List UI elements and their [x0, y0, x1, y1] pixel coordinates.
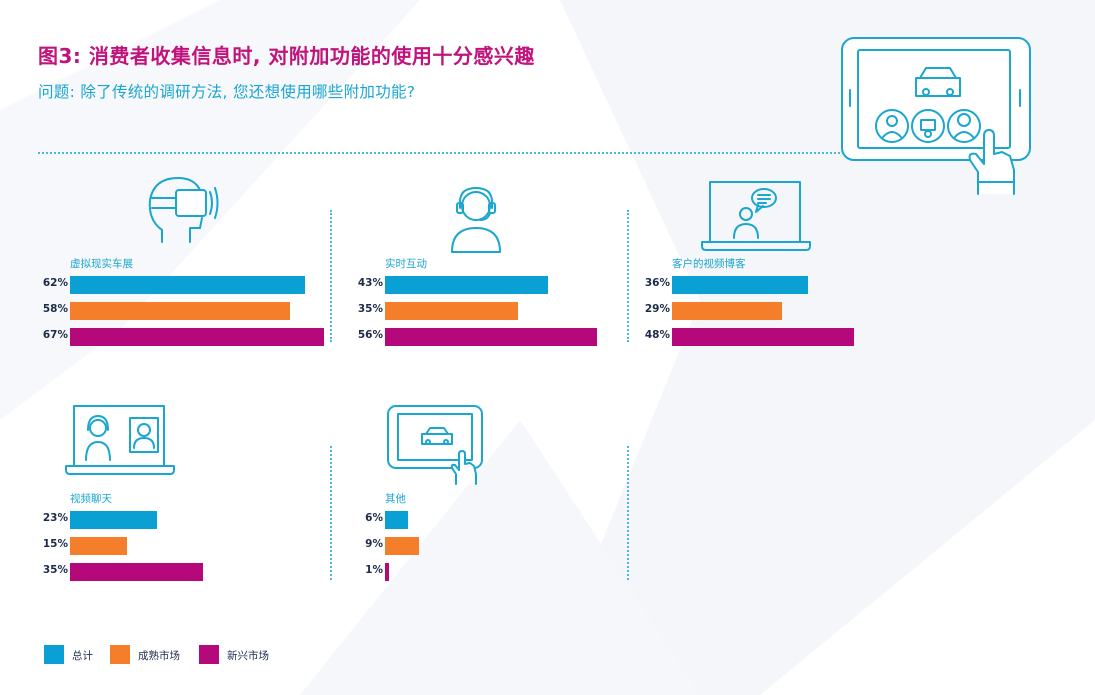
- legend-swatch-mature: [110, 645, 130, 664]
- panel-label: 客户的视频博客: [672, 258, 746, 270]
- bar-mature: [70, 302, 290, 320]
- panel-divider: [627, 210, 629, 342]
- value-label-emerging: 35%: [42, 564, 68, 576]
- bar-total: [385, 511, 408, 529]
- bar-mature: [385, 302, 518, 320]
- tablet-hand-illustration-icon: [841, 37, 1031, 195]
- value-label-total: 43%: [357, 277, 383, 289]
- chart-title: 图3: 消费者收集信息时, 对附加功能的使用十分感兴趣: [38, 44, 535, 68]
- bar-total: [70, 276, 306, 294]
- bar-row-total: 6%: [355, 511, 645, 529]
- panel-divider: [627, 446, 629, 580]
- video-chat-icon: [65, 405, 175, 475]
- bar-row-total: 36%: [642, 276, 932, 294]
- bar-row-emerging: 35%: [40, 563, 330, 581]
- legend-swatch-total: [44, 645, 64, 664]
- value-label-total: 6%: [365, 512, 383, 524]
- bar-row-total: 23%: [40, 511, 330, 529]
- bar-row-mature: 29%: [642, 302, 932, 320]
- bar-row-total: 62%: [40, 276, 330, 294]
- tablet-car-icon: [387, 405, 483, 485]
- legend-label-emerging: 新兴市场: [227, 650, 269, 662]
- headset-agent-icon: [451, 187, 501, 253]
- value-label-emerging: 48%: [644, 329, 670, 341]
- value-label-total: 23%: [42, 512, 68, 524]
- panel-label: 虚拟现实车展: [70, 258, 133, 270]
- panel-label: 实时互动: [385, 258, 427, 270]
- bar-mature: [672, 302, 782, 320]
- bar-row-emerging: 48%: [642, 328, 932, 346]
- bar-row-emerging: 1%: [355, 563, 645, 581]
- value-label-emerging: 56%: [357, 329, 383, 341]
- value-label-mature: 15%: [42, 538, 68, 550]
- bar-mature: [70, 537, 127, 555]
- bar-row-emerging: 67%: [40, 328, 330, 346]
- bar-row-mature: 15%: [40, 537, 330, 555]
- bar-emerging: [385, 563, 389, 581]
- chart-subtitle: 问题: 除了传统的调研方法, 您还想使用哪些附加功能?: [38, 83, 416, 101]
- value-label-mature: 35%: [357, 303, 383, 315]
- value-label-mature: 9%: [365, 538, 383, 550]
- panel-divider: [330, 210, 332, 342]
- legend-label-mature: 成熟市场: [138, 650, 180, 662]
- bar-emerging: [70, 563, 203, 581]
- laptop-vlog-icon: [701, 181, 811, 251]
- value-label-mature: 29%: [644, 303, 670, 315]
- bar-row-mature: 9%: [355, 537, 645, 555]
- panel-label: 其他: [385, 493, 406, 505]
- value-label-mature: 58%: [42, 303, 68, 315]
- bar-total: [70, 511, 158, 529]
- value-label-total: 62%: [42, 277, 68, 289]
- panel-label: 视频聊天: [70, 493, 112, 505]
- bar-emerging: [70, 328, 324, 346]
- bar-emerging: [385, 328, 598, 346]
- bar-total: [385, 276, 548, 294]
- header-divider: [38, 152, 852, 154]
- bar-mature: [385, 537, 420, 555]
- bar-row-total: 43%: [355, 276, 645, 294]
- panel-divider: [330, 446, 332, 580]
- value-label-emerging: 67%: [42, 329, 68, 341]
- bar-row-mature: 35%: [355, 302, 645, 320]
- bar-row-emerging: 56%: [355, 328, 645, 346]
- legend-label-total: 总计: [72, 650, 93, 662]
- bar-emerging: [672, 328, 854, 346]
- value-label-total: 36%: [644, 277, 670, 289]
- vr-headset-icon: [148, 177, 219, 243]
- value-label-emerging: 1%: [365, 564, 383, 576]
- bar-row-mature: 58%: [40, 302, 330, 320]
- legend-swatch-emerging: [199, 645, 219, 664]
- bar-total: [672, 276, 809, 294]
